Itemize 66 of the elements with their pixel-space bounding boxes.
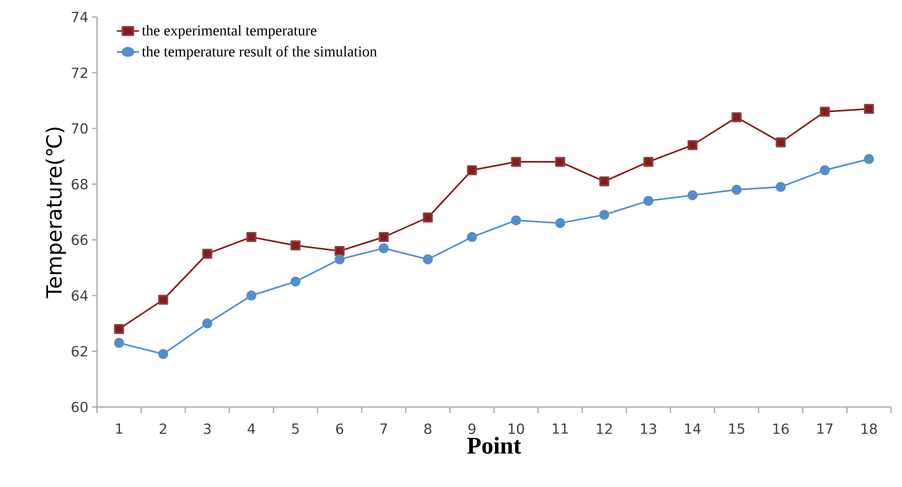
point — [820, 106, 830, 117]
point — [466, 165, 477, 176]
x-tick-label: 5 — [292, 424, 299, 434]
point — [776, 137, 786, 148]
y-tick-label: 66 — [72, 234, 88, 246]
x-tick-label: 13 — [641, 424, 656, 434]
point — [422, 212, 433, 223]
x-tick-label: 9 — [468, 424, 476, 434]
point — [334, 246, 345, 256]
x-tick-label: 10 — [508, 424, 524, 434]
y-tick-label: 68 — [72, 178, 88, 190]
point — [643, 156, 654, 167]
point — [511, 156, 522, 167]
x-tick-label: 7 — [380, 424, 387, 434]
y-tick-label: 70 — [72, 123, 88, 134]
point — [732, 112, 742, 122]
x-tick-label: 1 — [116, 424, 122, 434]
point — [555, 156, 566, 167]
x-tick-label: 14 — [685, 424, 701, 434]
point — [466, 232, 477, 242]
legend-label: the experimental temperature — [142, 25, 316, 39]
point — [732, 184, 742, 195]
x-tick-label: 3 — [204, 424, 211, 434]
point — [378, 243, 389, 254]
x-tick-label: 18 — [862, 424, 877, 434]
x-tick-label: 8 — [424, 424, 432, 434]
point — [334, 254, 345, 264]
y-tick-label: 64 — [72, 290, 88, 301]
x-tick-label: 4 — [248, 424, 256, 434]
y-tick-label: 60 — [72, 402, 88, 412]
point — [422, 254, 433, 264]
point — [864, 154, 874, 164]
point — [688, 140, 698, 150]
point — [820, 165, 830, 176]
point — [246, 232, 256, 242]
point — [202, 318, 212, 328]
point — [290, 276, 301, 287]
legend-label: the temperature result of the simulation — [142, 46, 377, 60]
point — [599, 176, 610, 186]
point — [643, 196, 654, 206]
point — [158, 294, 168, 305]
x-tick-label: 12 — [596, 424, 612, 434]
point — [599, 210, 610, 220]
point — [555, 218, 566, 228]
y-tick-label: 74 — [72, 12, 88, 22]
point — [378, 232, 389, 242]
y-axis-title: Temperature(℃) — [46, 128, 66, 298]
y-tick-label: 72 — [72, 68, 88, 78]
point — [290, 240, 301, 250]
point — [688, 190, 698, 200]
point — [511, 215, 522, 226]
x-axis-title: Point — [467, 436, 522, 454]
point — [246, 290, 256, 301]
x-tick-label: 15 — [729, 424, 744, 434]
point — [158, 349, 168, 360]
x-tick-label: 17 — [818, 424, 833, 434]
point — [114, 324, 124, 334]
point — [202, 248, 212, 259]
point — [114, 338, 124, 348]
x-tick-label: 11 — [552, 424, 568, 434]
x-tick-label: 16 — [773, 424, 789, 434]
point — [864, 104, 874, 114]
point — [776, 182, 786, 192]
x-tick-label: 2 — [160, 424, 166, 434]
x-tick-label: 6 — [336, 424, 344, 434]
y-tick-label: 62 — [72, 346, 88, 357]
